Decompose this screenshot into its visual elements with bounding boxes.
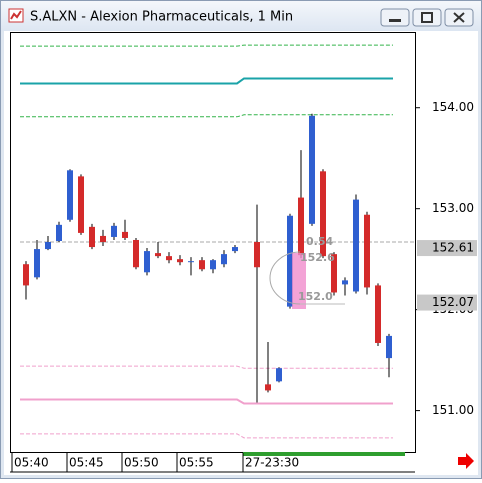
measure-label: 152.0 xyxy=(298,290,333,303)
candle-body xyxy=(287,215,293,307)
candle-body xyxy=(144,251,150,273)
price-label-box xyxy=(417,240,477,257)
price-label-box xyxy=(417,294,477,311)
candle-body xyxy=(23,264,29,286)
candle-body xyxy=(100,235,106,242)
candle-body xyxy=(309,115,315,224)
measure-highlight xyxy=(292,253,306,309)
candle-body xyxy=(254,242,260,268)
candle-body xyxy=(210,260,216,270)
price-label: 152.61 xyxy=(432,241,474,255)
candle-body xyxy=(265,384,271,391)
level-line xyxy=(20,398,393,405)
restore-button[interactable] xyxy=(412,8,442,27)
candle-body xyxy=(353,199,359,292)
level-line xyxy=(20,433,393,439)
minimize-glyph xyxy=(389,19,401,22)
measure-label: 0.54 xyxy=(306,235,333,248)
measure-arc xyxy=(269,251,301,305)
candle-body xyxy=(221,254,227,265)
candle-body xyxy=(177,259,183,263)
candle-body xyxy=(386,335,392,359)
minimize-button[interactable] xyxy=(380,8,410,27)
candle-body xyxy=(232,247,238,252)
level-line xyxy=(20,77,393,85)
candle-body xyxy=(364,214,370,288)
y-tick-label: 151.00 xyxy=(432,403,474,417)
scroll-arrow[interactable] xyxy=(458,453,474,469)
candle-body xyxy=(89,226,95,248)
candle-body xyxy=(111,225,117,237)
close-glyph xyxy=(453,12,465,23)
level-line xyxy=(20,114,393,118)
x-tick-label: 27-23:30 xyxy=(245,456,299,470)
candle-body xyxy=(331,254,337,293)
level-line xyxy=(20,44,393,47)
candle-body xyxy=(56,224,62,241)
measure-label: 152.6 xyxy=(300,251,335,264)
restore-glyph xyxy=(421,12,433,23)
candle-body xyxy=(133,239,139,268)
price-label: 152.07 xyxy=(432,295,474,309)
candle-body xyxy=(34,249,40,278)
candle-body xyxy=(199,260,205,270)
candle-body xyxy=(78,176,84,233)
candle-body xyxy=(166,256,172,261)
x-tick-label: 05:50 xyxy=(124,456,159,470)
candle-body xyxy=(122,231,128,238)
candle-body xyxy=(320,171,326,257)
x-tick-label: 05:40 xyxy=(14,456,49,470)
candle-body xyxy=(342,280,348,285)
candle-body xyxy=(155,253,161,257)
y-tick-label: 153.00 xyxy=(432,201,474,215)
x-tick-label: 05:55 xyxy=(179,456,214,470)
candle-body xyxy=(298,197,304,256)
app-icon-glyph xyxy=(10,10,22,20)
candle-body xyxy=(188,261,194,263)
candle-body xyxy=(67,170,73,220)
session-bar xyxy=(243,452,405,456)
window-title: S.ALXN - Alexion Pharmaceuticals, 1 Min xyxy=(30,10,293,25)
y-tick-label: 154.00 xyxy=(432,100,474,114)
candle-body xyxy=(375,285,381,343)
level-line xyxy=(20,365,393,369)
candle-body xyxy=(276,368,282,382)
candle-body xyxy=(45,242,51,250)
x-tick-label: 05:45 xyxy=(69,456,104,470)
